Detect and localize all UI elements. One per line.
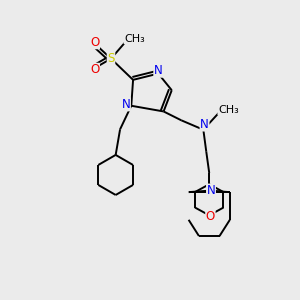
Text: O: O [90,63,99,76]
Text: S: S [107,52,115,65]
Text: O: O [90,36,99,49]
Text: O: O [206,210,215,223]
Text: N: N [207,184,215,197]
Text: N: N [154,64,163,77]
Text: N: N [122,98,130,111]
Text: CH₃: CH₃ [218,105,239,115]
Text: CH₃: CH₃ [124,34,145,44]
Text: N: N [200,118,209,131]
